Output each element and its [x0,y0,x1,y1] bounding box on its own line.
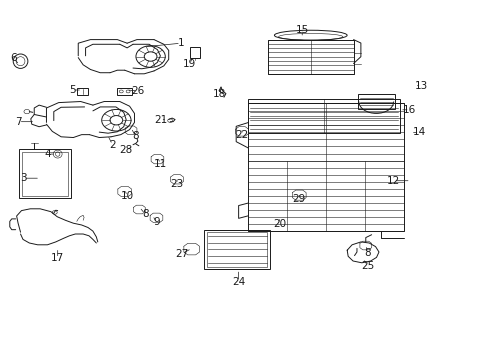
Text: 14: 14 [412,127,426,138]
Bar [267,40,353,74]
Text: 22: 22 [235,130,248,140]
Bar [189,47,200,58]
Text: 4: 4 [44,149,51,159]
Text: 17: 17 [51,253,64,264]
Text: 1: 1 [177,38,184,48]
Text: 5: 5 [69,85,76,95]
Bar [204,230,270,269]
Text: 26: 26 [131,86,144,96]
Text: 19: 19 [183,59,196,69]
Bar [19,149,71,198]
Bar [77,88,88,95]
Text: 12: 12 [386,176,400,186]
Text: 11: 11 [153,159,167,169]
Bar [248,99,399,133]
Text: 9: 9 [153,217,160,228]
Text: 18: 18 [212,89,225,99]
Bar [21,152,68,196]
Bar [117,88,132,95]
Text: 8: 8 [132,131,139,141]
Text: 28: 28 [119,145,133,156]
Text: 6: 6 [10,53,17,63]
Text: 24: 24 [231,276,245,287]
Text: 20: 20 [273,219,285,229]
Text: 8: 8 [142,209,148,219]
Text: 8: 8 [364,248,370,258]
Text: 21: 21 [153,114,167,125]
Bar [357,94,394,109]
Text: 10: 10 [121,191,133,201]
Text: 15: 15 [295,24,308,35]
Text: 23: 23 [170,179,183,189]
Text: 29: 29 [292,194,305,204]
Text: 3: 3 [20,173,27,183]
Text: 2: 2 [109,140,116,150]
Text: 13: 13 [414,81,427,91]
Text: 27: 27 [175,249,188,259]
Text: 25: 25 [360,261,374,271]
Bar [248,103,403,231]
Text: 7: 7 [15,117,22,127]
Text: 16: 16 [402,105,416,115]
Bar [207,232,267,267]
